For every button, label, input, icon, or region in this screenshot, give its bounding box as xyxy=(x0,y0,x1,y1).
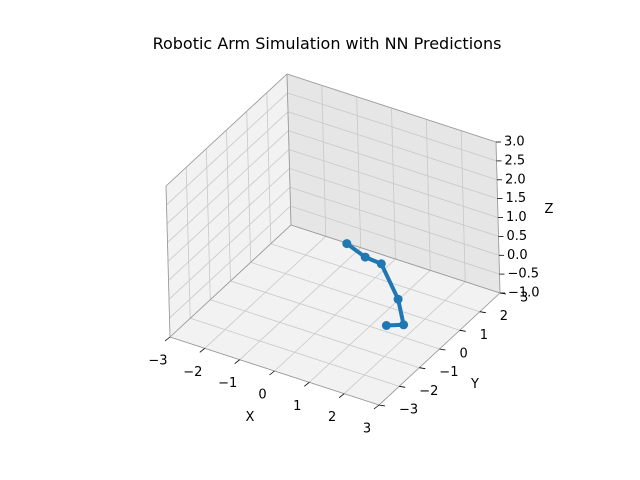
gridline-y-floor xyxy=(270,243,480,313)
data-point xyxy=(393,294,403,304)
x-tick-mark xyxy=(234,359,240,365)
data-point xyxy=(381,321,391,330)
pane-edge xyxy=(169,224,292,338)
gridline-z-left xyxy=(169,205,291,319)
z-tick-label: 2.5 xyxy=(505,153,526,168)
chart-title: Robotic Arm Simulation with NN Predictio… xyxy=(153,34,502,53)
gridline-z-back xyxy=(289,186,500,256)
gridline-z-back xyxy=(287,111,498,181)
y-tick-label: 3 xyxy=(520,291,528,306)
x-tick-label: 0 xyxy=(258,388,266,403)
gridline-z-back xyxy=(287,92,497,162)
x-tick-label: 2 xyxy=(328,410,336,425)
x-tick-mark xyxy=(199,347,206,353)
pane-edge xyxy=(165,185,171,338)
gridline-z-left xyxy=(166,92,288,206)
gridline-z-back xyxy=(288,149,499,218)
z-tick-label: 2.0 xyxy=(505,172,526,187)
y-tick-label: 0 xyxy=(460,347,468,362)
z-tick-label: 3.0 xyxy=(504,135,525,150)
x-tick-mark xyxy=(269,370,275,376)
gridline-z-back xyxy=(289,168,499,237)
pane-edge xyxy=(165,73,288,187)
z-tick-label: 0.0 xyxy=(507,248,528,263)
gridline-z-left xyxy=(166,111,289,225)
x-axis-label: X xyxy=(246,410,255,425)
gridline-z-left xyxy=(168,168,290,281)
x-tick-label: −3 xyxy=(148,354,167,369)
y-tick-label: −3 xyxy=(399,403,418,418)
pane-edge xyxy=(286,73,497,143)
data-point xyxy=(342,239,352,249)
data-point xyxy=(399,320,409,330)
pane-edge xyxy=(286,73,292,226)
y-tick-label: −1 xyxy=(439,365,458,380)
z-axis-label: Z xyxy=(545,202,554,217)
gridline-z-left xyxy=(167,149,290,262)
gridline-y-floor xyxy=(190,317,400,387)
x-tick-mark xyxy=(373,404,380,410)
data-series xyxy=(342,239,409,330)
pane-edge xyxy=(290,224,501,294)
z-tick-label: −0.5 xyxy=(508,267,540,282)
gridline-z-left xyxy=(167,130,289,243)
x-tick-label: −2 xyxy=(183,365,202,380)
y-tick-mark xyxy=(459,329,466,332)
z-tick-label: 0.5 xyxy=(507,229,528,244)
x-tick-mark xyxy=(304,381,310,387)
gridline-z-left xyxy=(168,187,291,300)
x-tick-label: 3 xyxy=(363,422,371,437)
gridline-y-floor xyxy=(230,280,440,350)
y-tick-mark xyxy=(479,311,486,314)
z-tick-label: 1.0 xyxy=(506,210,527,225)
y-tick-mark xyxy=(419,367,426,370)
y-axis-label: Y xyxy=(470,377,479,392)
gridline-z-back xyxy=(290,205,500,275)
x-tick-label: 1 xyxy=(293,399,301,414)
x-tick-label: −1 xyxy=(218,376,237,391)
z-tick-label: 1.5 xyxy=(506,191,527,206)
x-tick-mark xyxy=(164,336,171,342)
y-tick-label: −2 xyxy=(419,384,438,399)
data-point xyxy=(360,252,370,262)
y-tick-mark xyxy=(399,385,406,388)
gridline-y-floor xyxy=(210,299,420,369)
gridline-y-floor xyxy=(250,261,460,331)
axes-ticks: −3−2−10123−3−2−10123−1.0−0.50.00.51.01.5… xyxy=(148,135,539,437)
data-point xyxy=(376,259,386,269)
z-tick-label: −1.0 xyxy=(508,286,540,301)
gridline-z-back xyxy=(288,130,498,199)
y-tick-mark xyxy=(378,404,386,407)
y-tick-label: 1 xyxy=(480,328,488,343)
y-tick-mark xyxy=(439,348,446,351)
x-tick-mark xyxy=(338,393,345,399)
y-tick-label: 2 xyxy=(500,309,508,324)
